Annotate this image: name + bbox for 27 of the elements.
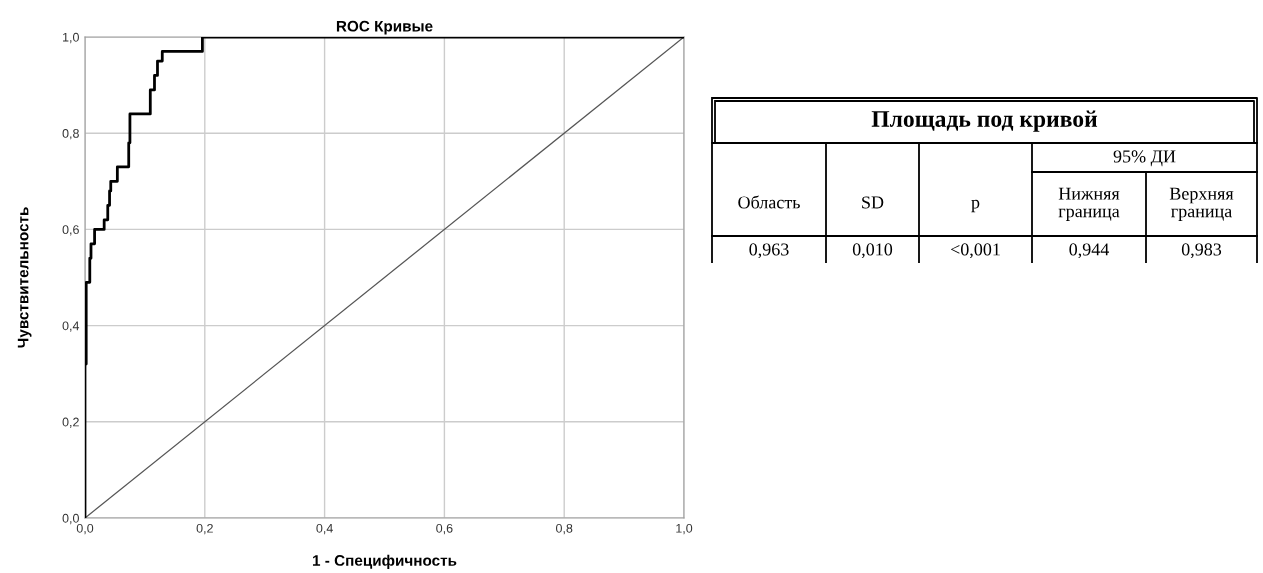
text: <0,001 xyxy=(951,243,1000,259)
x-tick-label: 1,0 xyxy=(676,523,693,535)
text: Площадь под кривой xyxy=(871,110,1098,132)
text: p xyxy=(971,199,980,213)
x-tick-label: 0,2 xyxy=(196,523,213,535)
text: 0,010 xyxy=(852,243,893,259)
x-tick-label: 0,4 xyxy=(316,523,333,535)
text: Нижняя граница xyxy=(1058,187,1120,221)
text: 0,983 xyxy=(1181,243,1222,259)
y-axis-title: Чувствительность xyxy=(17,207,32,348)
y-tick-label: 1,0 xyxy=(63,32,79,44)
chart-title: ROC Кривые xyxy=(336,20,433,35)
text: Область xyxy=(738,195,800,209)
y-tick-label: 0,8 xyxy=(62,129,79,140)
text: 0,944 xyxy=(1069,243,1110,259)
text: 0,963 xyxy=(749,243,789,259)
text: 95% ДИ xyxy=(1113,150,1176,167)
x-tick-label: 0,8 xyxy=(556,523,573,535)
x-axis-title: 1 - Специфичность xyxy=(312,554,457,569)
text: Верхняя граница xyxy=(1169,187,1234,221)
y-tick-label: 0,0 xyxy=(62,513,79,525)
text: SD xyxy=(862,196,884,209)
x-tick-label: 0,0 xyxy=(76,523,94,535)
x-tick-label: 0,6 xyxy=(436,523,453,535)
y-tick-label: 0,2 xyxy=(62,417,79,428)
y-tick-label: 0,6 xyxy=(62,225,79,236)
y-tick-label: 0,4 xyxy=(62,321,80,332)
